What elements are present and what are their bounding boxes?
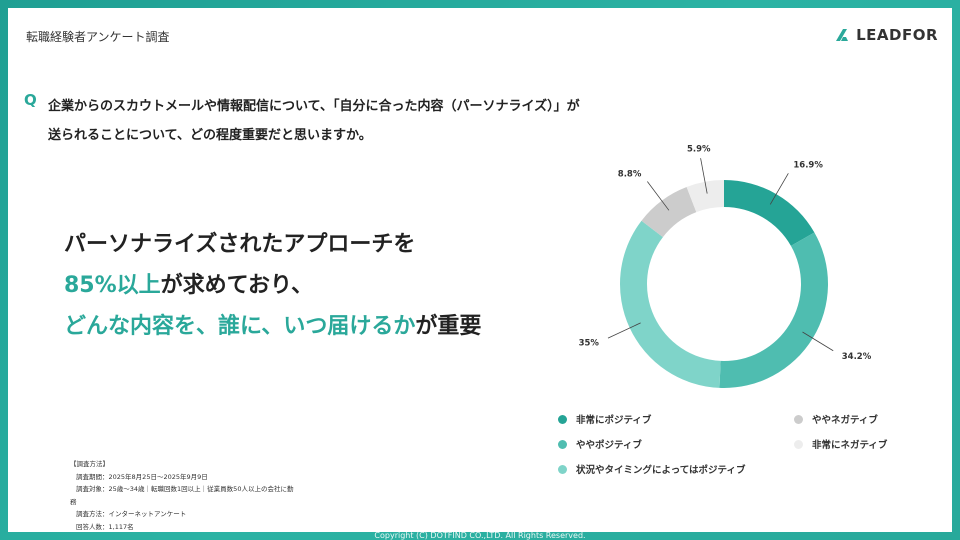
legend-swatch	[794, 414, 803, 424]
label-leader-line	[769, 173, 789, 205]
label-leader-line	[647, 181, 670, 211]
data-label: 5.9%	[687, 144, 711, 154]
data-label: 8.8%	[618, 169, 642, 179]
data-label: 16.9%	[793, 161, 823, 171]
donut-slice	[724, 180, 815, 246]
headline-accent-percent: 85%以上	[64, 273, 161, 298]
donut-slice	[641, 186, 697, 238]
legend-item-very-positive: 非常にポジティブ	[558, 412, 651, 426]
question-mark: Q	[24, 91, 37, 109]
legend-item-very-negative: 非常にネガティブ	[794, 437, 887, 451]
question-line-2: 送られることについて、どの程度重要だと思いますか。	[48, 128, 372, 143]
donut-slice	[686, 180, 724, 213]
legend-swatch	[794, 439, 803, 449]
survey-title: 【調査方法】	[70, 460, 109, 468]
data-label: 35%	[579, 338, 600, 348]
data-label: 34.2%	[842, 352, 872, 362]
logo-text: LEADFOR	[856, 26, 938, 44]
slide: 転職経験者アンケート調査 LEADFOR Q 企業からのスカウトメールや情報配信…	[8, 8, 952, 532]
survey-line: 回答人数：1,117名	[76, 522, 134, 531]
legend-label: ややポジティブ	[576, 440, 642, 451]
legend-swatch	[558, 414, 567, 424]
question-line-1: 企業からのスカウトメールや情報配信について、「自分に合った内容（パーソナライズ）…	[48, 99, 580, 114]
legend-label: ややネガティブ	[812, 415, 878, 426]
survey-line: 調査方法：インターネットアンケート	[76, 510, 187, 518]
legend-item-somewhat-positive: ややポジティブ	[558, 437, 642, 451]
leadfor-logo-icon	[836, 29, 849, 41]
logo: LEADFOR	[834, 26, 938, 44]
donut-slice	[620, 220, 721, 388]
donut-slice	[719, 232, 828, 388]
legend-item-somewhat-negative: ややネガティブ	[794, 412, 878, 426]
copyright: Copyright (C) DOTFIND CO.,LTD. All Right…	[374, 531, 586, 540]
legend-label: 非常にポジティブ	[576, 415, 652, 426]
label-leader-line	[607, 322, 641, 339]
headline-line-2: 85%以上が求めており、	[64, 265, 481, 306]
headline: パーソナライズされたアプローチを 85%以上が求めており、 どんな内容を、誰に、…	[64, 224, 481, 347]
headline-line-1: パーソナライズされたアプローチを	[64, 232, 416, 257]
survey-line: 調査期間：2025年8月25日～2025年9月9日	[76, 472, 208, 481]
headline-accent-content: どんな内容を、誰に、いつ届けるか	[64, 314, 416, 339]
survey-method: 【調査方法】 調査期間：2025年8月25日～2025年9月9日 調査対象：25…	[70, 458, 330, 533]
question-text: 企業からのスカウトメールや情報配信について、「自分に合った内容（パーソナライズ）…	[48, 92, 648, 150]
page-title: 転職経験者アンケート調査	[26, 30, 170, 44]
headline-line-2-rest: が求めており、	[160, 273, 314, 298]
donut-chart: 16.9% 34.2% 35% 8.8% 5.9%	[579, 144, 872, 388]
survey-line: 調査対象：25歳～34歳｜転職回数1回以上｜従業員数50人以上の会社に勤	[76, 485, 294, 493]
legend-swatch	[558, 439, 567, 449]
headline-line-3: どんな内容を、誰に、いつ届けるかが重要	[64, 306, 481, 347]
label-leader-line	[700, 158, 708, 194]
legend-label: 非常にネガティブ	[812, 440, 888, 451]
label-leader-line	[802, 331, 834, 352]
legend-item-situational-positive: 状況やタイミングによってはポジティブ	[558, 462, 745, 476]
headline-line-3-rest: が重要	[415, 314, 482, 339]
legend-label: 状況やタイミングによってはポジティブ	[576, 465, 746, 476]
legend-swatch	[558, 464, 567, 474]
survey-line: 務	[70, 497, 77, 506]
